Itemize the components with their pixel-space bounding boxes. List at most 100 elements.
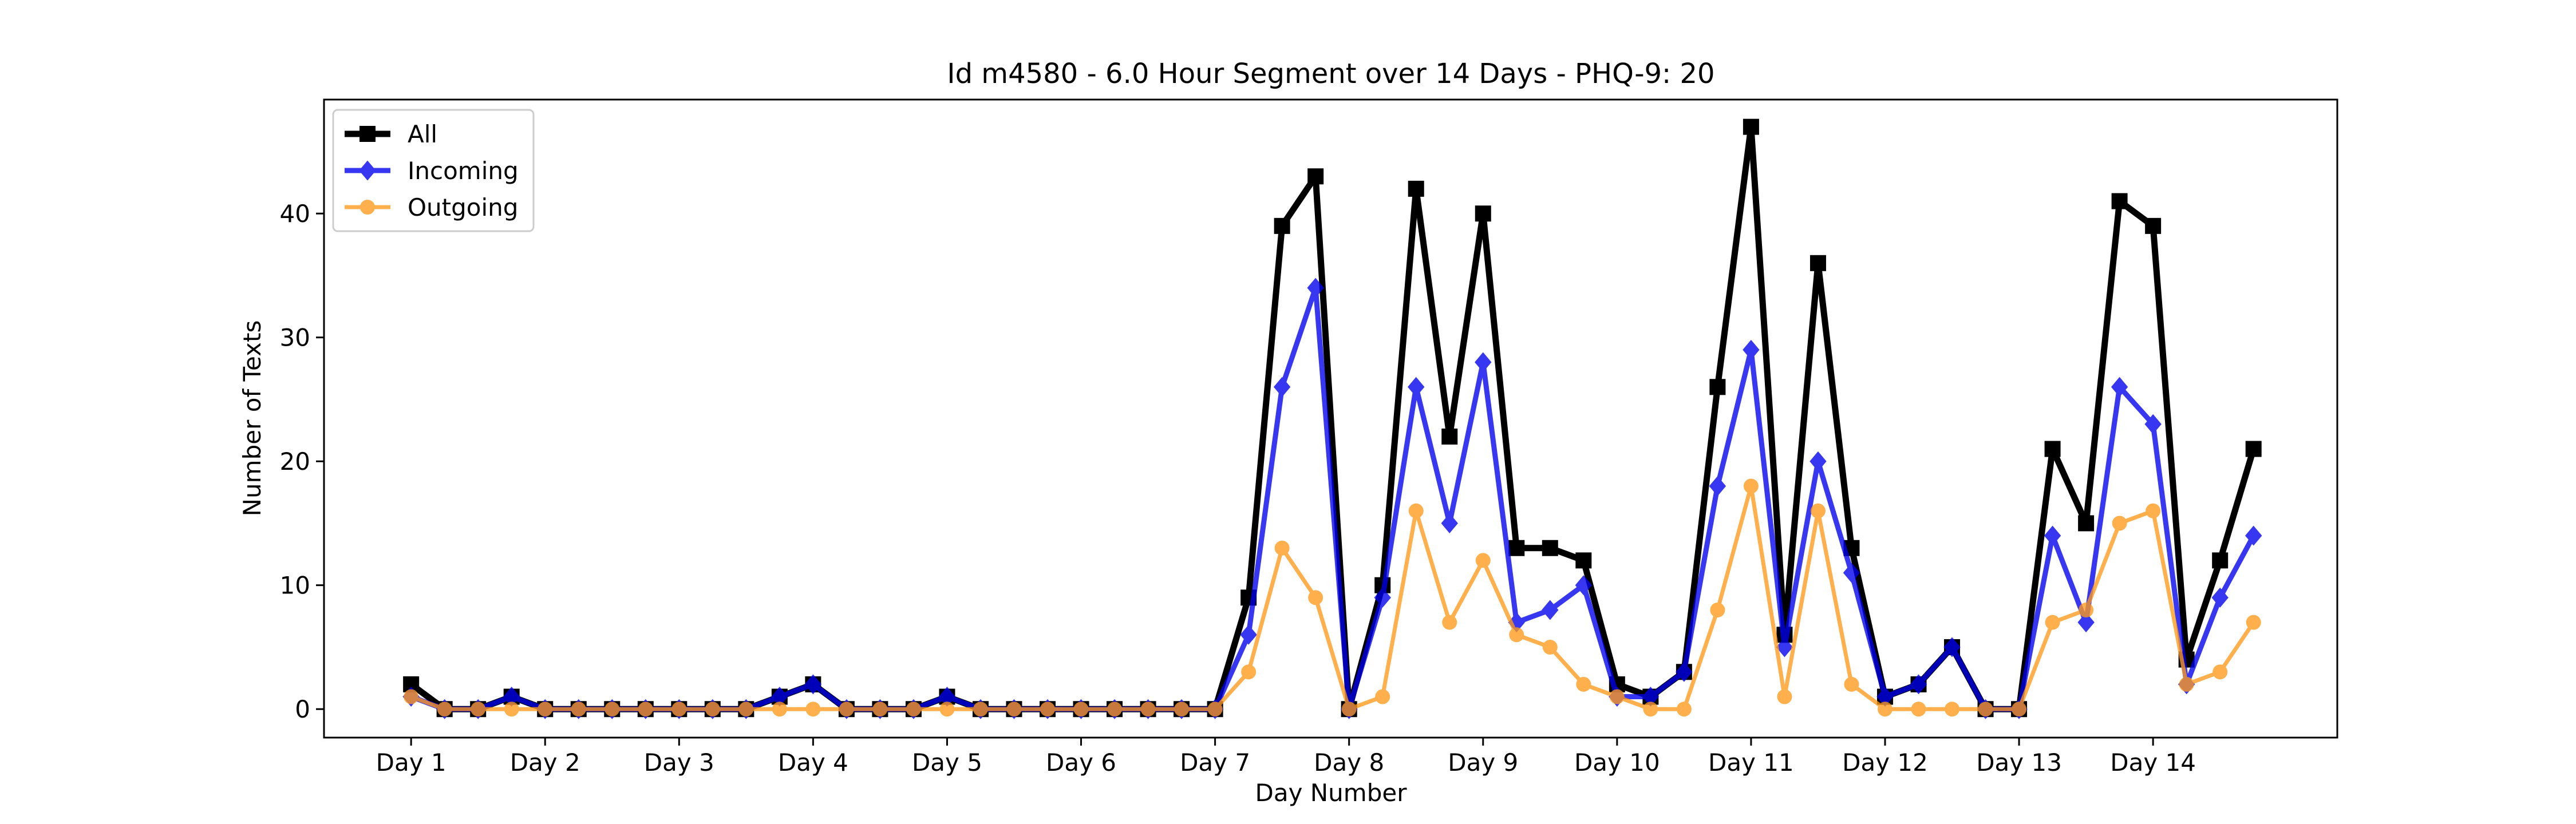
data-point-all-34 [1542, 540, 1558, 556]
x-tick-label-day-7: Day 7 [1180, 748, 1250, 777]
x-axis: Day 1 Day 2 Day 3 Day 4 Day 5 Day 6 Day 7 Day 8… [376, 738, 2196, 777]
data-point-all-40 [1743, 118, 1759, 135]
data-point-outgoing-22 [1140, 702, 1156, 717]
data-point-incoming-27 [1307, 278, 1324, 298]
data-point-incoming-35 [1575, 575, 1593, 596]
data-point-incoming-3 [503, 687, 520, 707]
data-point-all-51 [2111, 193, 2128, 209]
data-point-outgoing-32 [1475, 553, 1491, 568]
data-point-outgoing-25 [1241, 664, 1257, 680]
data-point-incoming-38 [1676, 661, 1693, 682]
x-tick-label-day-6: Day 6 [1046, 748, 1116, 777]
data-point-all-50 [2078, 515, 2095, 532]
y-tick-label-40: 40 [280, 200, 310, 228]
data-point-outgoing-52 [2146, 503, 2161, 518]
legend-marker-incoming [359, 160, 376, 181]
data-point-incoming-42 [1809, 451, 1827, 472]
data-point-outgoing-2 [471, 702, 486, 717]
data-point-outgoing-43 [1844, 676, 1859, 692]
data-point-outgoing-50 [2079, 603, 2094, 617]
y-tick-label-10: 10 [280, 572, 310, 600]
data-point-outgoing-37 [1643, 702, 1658, 717]
data-point-outgoing-36 [1609, 689, 1625, 704]
data-point-outgoing-20 [1073, 702, 1089, 717]
data-point-outgoing-42 [1810, 503, 1826, 518]
data-point-outgoing-53 [2179, 676, 2194, 692]
data-point-outgoing-27 [1308, 590, 1323, 605]
series-layer [402, 118, 2262, 719]
data-point-outgoing-18 [1006, 702, 1022, 717]
data-point-outgoing-48 [2012, 702, 2027, 717]
data-point-outgoing-3 [504, 702, 519, 717]
x-tick-label-day-13: Day 13 [1976, 748, 2062, 777]
data-point-all-42 [1809, 255, 1826, 271]
series-line-all [409, 124, 2257, 712]
data-point-outgoing-31 [1442, 615, 1457, 630]
data-point-all-31 [1441, 428, 1458, 445]
y-axis-label: Number of Texts [238, 320, 266, 517]
data-point-all-55 [2245, 441, 2262, 457]
legend-label-outgoing: Outgoing [408, 193, 518, 221]
x-tick-label-day-4: Day 4 [778, 748, 848, 777]
data-point-outgoing-40 [1743, 478, 1759, 494]
x-tick-label-day-2: Day 2 [510, 748, 580, 777]
legend-box [332, 109, 535, 232]
x-tick-label-day-8: Day 8 [1314, 748, 1384, 777]
data-point-outgoing-49 [2045, 615, 2060, 630]
x-tick-label-day-12: Day 12 [1842, 748, 1928, 777]
data-point-incoming-12 [804, 674, 822, 695]
data-point-incoming-11 [771, 687, 788, 707]
data-point-outgoing-7 [638, 702, 653, 717]
data-point-outgoing-16 [939, 702, 955, 717]
data-point-incoming-33 [1508, 612, 1525, 633]
data-point-incoming-40 [1743, 339, 1760, 360]
data-point-outgoing-4 [538, 702, 553, 717]
legend: All Incoming Outgoing [332, 109, 535, 232]
x-axis-label: Day Number [1255, 779, 1407, 807]
data-point-outgoing-35 [1576, 676, 1591, 692]
data-point-all-26 [1274, 217, 1290, 234]
legend-item-incoming [345, 160, 390, 181]
data-point-all-52 [2145, 217, 2162, 234]
data-point-incoming-26 [1273, 377, 1291, 397]
data-point-outgoing-11 [772, 702, 787, 717]
data-point-all-32 [1475, 205, 1491, 222]
data-point-outgoing-15 [906, 702, 921, 717]
data-point-incoming-37 [1642, 687, 1660, 707]
data-point-all-27 [1307, 168, 1324, 185]
data-point-all-35 [1575, 552, 1592, 569]
data-point-all-54 [2212, 552, 2229, 569]
x-tick-label-day-9: Day 9 [1448, 748, 1518, 777]
y-tick-label-0: 0 [295, 695, 310, 723]
legend-marker-outgoing [360, 200, 375, 215]
x-tick-label-day-3: Day 3 [644, 748, 714, 777]
data-point-outgoing-26 [1274, 540, 1290, 556]
data-point-outgoing-47 [1978, 702, 1993, 717]
legend-label-all: All [408, 120, 437, 148]
data-point-incoming-50 [2077, 612, 2095, 633]
legend-item-all [345, 126, 390, 142]
x-tick-label-day-10: Day 10 [1574, 748, 1660, 777]
data-point-incoming-46 [1943, 637, 1961, 657]
data-point-outgoing-41 [1777, 689, 1792, 704]
data-point-all-33 [1508, 540, 1525, 556]
data-point-incoming-44 [1876, 687, 1894, 707]
data-point-outgoing-44 [1877, 702, 1893, 717]
series-line-incoming [410, 285, 2256, 712]
data-point-outgoing-9 [705, 702, 720, 717]
data-point-outgoing-10 [738, 702, 754, 717]
data-point-incoming-16 [938, 687, 956, 707]
data-point-outgoing-1 [437, 702, 452, 717]
series-all [403, 118, 2262, 718]
data-point-outgoing-39 [1710, 603, 1725, 617]
data-point-incoming-32 [1475, 352, 1492, 373]
x-tick-label-day-5: Day 5 [912, 748, 982, 777]
data-point-outgoing-30 [1408, 503, 1424, 518]
data-point-outgoing-14 [872, 702, 888, 717]
legend-label-incoming: Incoming [408, 157, 519, 185]
y-tick-label-20: 20 [280, 447, 310, 476]
data-point-outgoing-13 [839, 702, 854, 717]
data-point-outgoing-6 [605, 702, 620, 717]
data-point-outgoing-51 [2112, 516, 2127, 531]
legend-marker-all [359, 126, 376, 142]
